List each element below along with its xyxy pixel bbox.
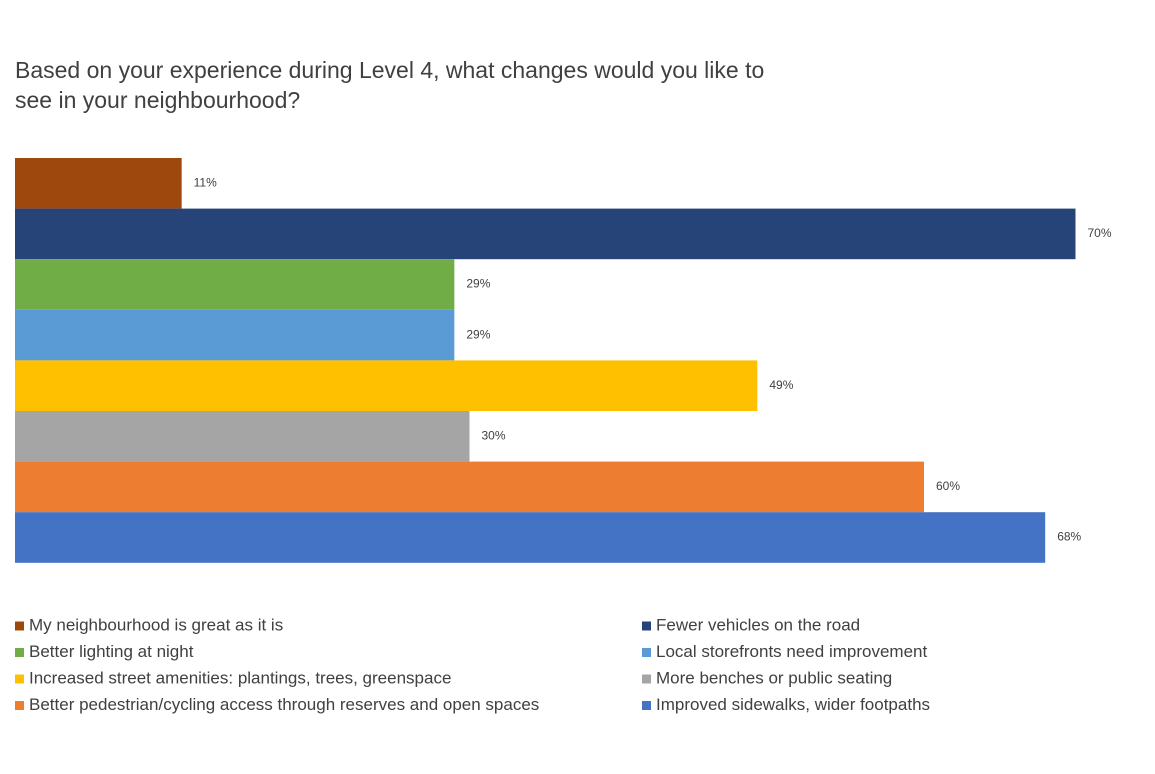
bar — [15, 158, 182, 209]
bar — [15, 259, 455, 310]
legend-swatch — [15, 674, 24, 684]
legend-label: Fewer vehicles on the road — [656, 615, 860, 634]
legend-label: Better lighting at night — [29, 642, 194, 661]
legend-label: Increased street amenities: plantings, t… — [29, 668, 451, 687]
legend-label: Better pedestrian/cycling access through… — [29, 695, 539, 714]
value-label: 30% — [482, 428, 506, 442]
bar — [15, 360, 758, 411]
legend-label: Improved sidewalks, wider footpaths — [656, 695, 930, 714]
value-label: 11% — [194, 175, 217, 189]
bar — [15, 208, 1076, 260]
bar — [15, 461, 924, 513]
value-label: 68% — [1057, 530, 1081, 544]
chart-title: Based on your experience during Level 4,… — [15, 57, 765, 113]
legend-label: Local storefronts need improvement — [656, 642, 927, 661]
legend-swatch — [15, 701, 24, 710]
legend-swatch — [15, 621, 24, 631]
value-label: 29% — [466, 327, 490, 341]
legend-label: More benches or public seating — [656, 668, 892, 687]
legend-swatch — [642, 701, 651, 710]
legend-swatch — [642, 674, 651, 684]
value-label: 49% — [769, 378, 793, 392]
bar — [15, 512, 1046, 563]
value-label: 70% — [1088, 226, 1112, 240]
legend-swatch — [642, 648, 651, 657]
legend-swatch — [15, 648, 24, 657]
legend-label: My neighbourhood is great as it is — [29, 615, 283, 634]
bar — [15, 309, 455, 361]
bar — [15, 411, 470, 462]
value-label: 29% — [466, 277, 490, 291]
legend-swatch — [642, 621, 651, 631]
value-label: 60% — [936, 479, 960, 493]
